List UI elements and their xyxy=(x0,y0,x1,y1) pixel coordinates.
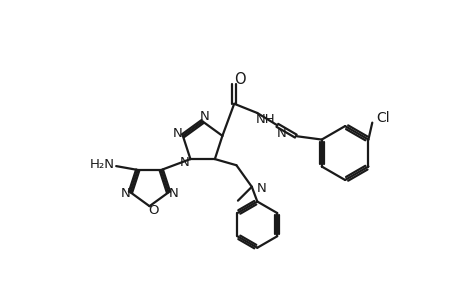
Text: N: N xyxy=(168,188,178,200)
Text: N: N xyxy=(199,110,208,123)
Text: N: N xyxy=(121,188,130,200)
Text: O: O xyxy=(148,203,158,217)
Text: N: N xyxy=(276,127,285,140)
Text: H₂N: H₂N xyxy=(90,158,115,171)
Text: N: N xyxy=(256,182,266,195)
Text: NH: NH xyxy=(255,113,275,126)
Text: Cl: Cl xyxy=(375,111,389,125)
Text: N: N xyxy=(172,127,182,140)
Text: N: N xyxy=(180,156,190,169)
Text: O: O xyxy=(234,72,246,87)
